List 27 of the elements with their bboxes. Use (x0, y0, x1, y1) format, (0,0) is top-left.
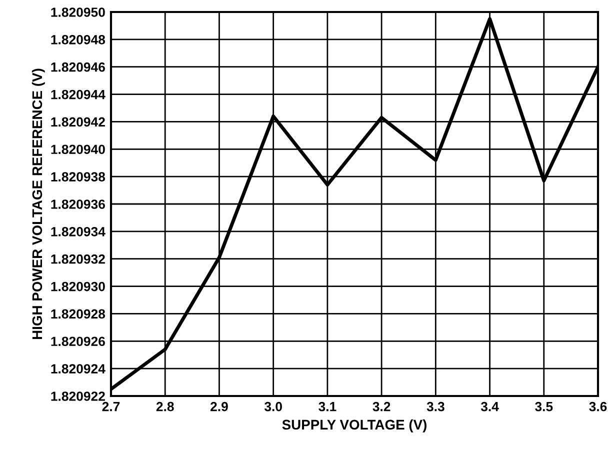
y-tick-label: 1.820926 (51, 336, 105, 346)
y-axis-title: HIGH POWER VOLTAGE REFERENCE (V) (32, 68, 45, 340)
x-tick-label: 3.0 (264, 402, 282, 412)
y-tick-label: 1.820936 (51, 200, 105, 209)
y-tick-label: 1.820950 (51, 8, 105, 17)
x-tick-label: 2.9 (210, 402, 228, 412)
x-tick-label: 3.4 (480, 402, 499, 412)
y-tick-label: 1.820946 (51, 62, 105, 72)
x-tick-label: 3.1 (318, 402, 336, 412)
y-tick-label: 1.820928 (51, 309, 106, 319)
y-tick-label: 1.820930 (51, 282, 105, 292)
y-tick-label: 1.820948 (51, 34, 106, 44)
x-tick-label: 2.8 (156, 402, 174, 412)
y-tick-label: 1.820922 (51, 392, 105, 401)
x-tick-label: 3.2 (372, 402, 390, 412)
y-tick-label: 1.820934 (51, 226, 106, 236)
y-tick-label: 1.820932 (51, 254, 105, 264)
y-tick-label: 1.820944 (51, 90, 106, 100)
y-tick-label: 1.820938 (51, 172, 106, 182)
x-tick-label: 3.5 (535, 402, 553, 412)
x-tick-label: 2.7 (102, 402, 120, 412)
x-axis-title: SUPPLY VOLTAGE (V) (282, 419, 426, 432)
x-tick-label: 3.3 (426, 402, 444, 412)
y-tick-label: 1.820942 (51, 117, 105, 127)
y-tick-label: 1.820940 (51, 144, 105, 154)
x-tick-label: 3.6 (589, 402, 607, 412)
y-tick-label: 1.820924 (51, 364, 106, 374)
